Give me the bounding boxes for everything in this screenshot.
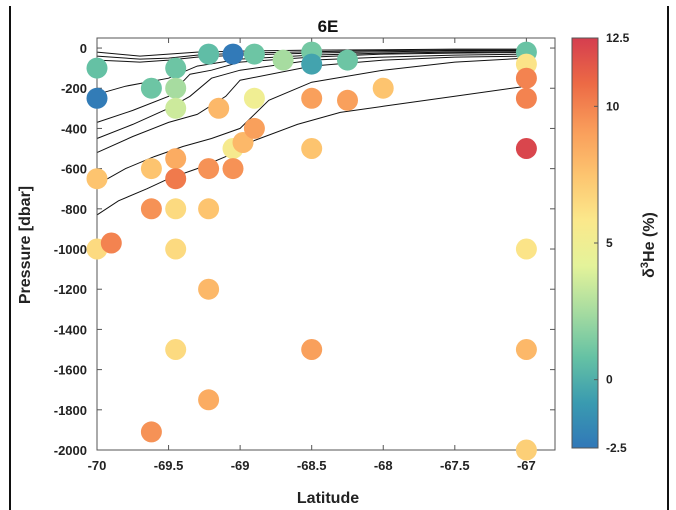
colorbar-ticks: 12.5 10 5 0 -2.5 [594, 31, 630, 455]
colorbar [571, 37, 599, 449]
data-point [243, 43, 265, 65]
data-point [86, 87, 108, 109]
x-tick-label: -68.5 [297, 458, 327, 473]
data-point [222, 43, 244, 65]
data-point [301, 87, 323, 109]
data-point [272, 49, 294, 71]
data-point [515, 439, 537, 461]
data-point [140, 158, 162, 180]
contour-line-7 [96, 55, 527, 154]
data-point [301, 138, 323, 159]
colorbar-label-rest: He (%) [641, 212, 658, 262]
colorbar-gradient [571, 37, 599, 449]
data-point [515, 87, 537, 109]
data-points [86, 41, 537, 461]
y-tick-label: -1400 [54, 322, 87, 337]
data-point [301, 339, 323, 360]
colorbar-label-superscript: 3 [639, 262, 651, 268]
y-tick-label: -600 [61, 162, 87, 177]
y-tick-label: -800 [61, 202, 87, 217]
data-point [165, 57, 187, 79]
data-point [165, 77, 187, 99]
data-point [515, 67, 537, 89]
data-point [372, 77, 394, 99]
data-point [165, 97, 187, 119]
data-point [198, 198, 220, 220]
contour-line-5 [96, 52, 527, 123]
data-point [86, 168, 108, 190]
data-point [243, 87, 265, 109]
colorbar-tick-label: -2.5 [606, 441, 627, 455]
x-tick-label: -70 [88, 458, 107, 473]
x-tick-label: -67.5 [440, 458, 470, 473]
data-point [515, 138, 537, 159]
y-tick-label: 0 [80, 41, 87, 56]
data-point [337, 49, 358, 71]
y-tick-label: -1000 [54, 242, 87, 257]
x-tick-label: -68 [374, 458, 393, 473]
x-tick-label: -69.5 [154, 458, 184, 473]
colorbar-tick-label: 10 [606, 99, 620, 113]
colorbar-label-delta: δ [641, 268, 658, 278]
data-point [243, 117, 265, 139]
x-axis-ticks: -70 -69.5 -69 -68.5 -68 -67.5 -67 [88, 38, 536, 473]
data-point [301, 53, 323, 75]
contour-line-6 [96, 53, 527, 139]
data-point [232, 132, 254, 153]
data-point [165, 168, 187, 190]
data-point [208, 97, 230, 119]
chart-title: 6E [318, 17, 339, 36]
data-point [140, 198, 162, 220]
data-point [165, 339, 187, 360]
data-point [198, 158, 220, 180]
y-tick-label: -1200 [54, 282, 87, 297]
y-tick-label: -400 [61, 121, 87, 136]
data-point [100, 232, 122, 254]
colorbar-tick-label: 5 [606, 236, 613, 250]
colorbar-tick-label: 12.5 [606, 31, 630, 45]
y-tick-label: -1600 [54, 363, 87, 378]
data-point [222, 158, 244, 180]
data-point [337, 89, 358, 111]
x-axis-label: Latitude [297, 490, 359, 507]
data-point [515, 339, 537, 360]
data-point [198, 43, 220, 65]
data-point [140, 421, 162, 443]
data-point [198, 278, 220, 300]
x-tick-label: -69 [231, 458, 250, 473]
data-point [198, 389, 220, 411]
data-point [165, 148, 187, 170]
colorbar-tick-label: 0 [606, 373, 613, 387]
data-point [86, 57, 108, 79]
data-point [165, 198, 187, 220]
data-point [515, 238, 537, 260]
y-tick-label: -2000 [54, 443, 87, 458]
data-point [140, 77, 162, 99]
colorbar-label: δ3He (%) [639, 212, 658, 278]
x-tick-label: -67 [517, 458, 536, 473]
y-axis-label: Pressure [dbar] [17, 186, 34, 304]
y-axis-ticks: 0 -200 -400 -600 -800 -1000 -1200 -1400 -1600 -18… [54, 41, 555, 458]
y-tick-label: -200 [61, 81, 87, 96]
y-tick-label: -1800 [54, 403, 87, 418]
data-point [165, 238, 187, 260]
